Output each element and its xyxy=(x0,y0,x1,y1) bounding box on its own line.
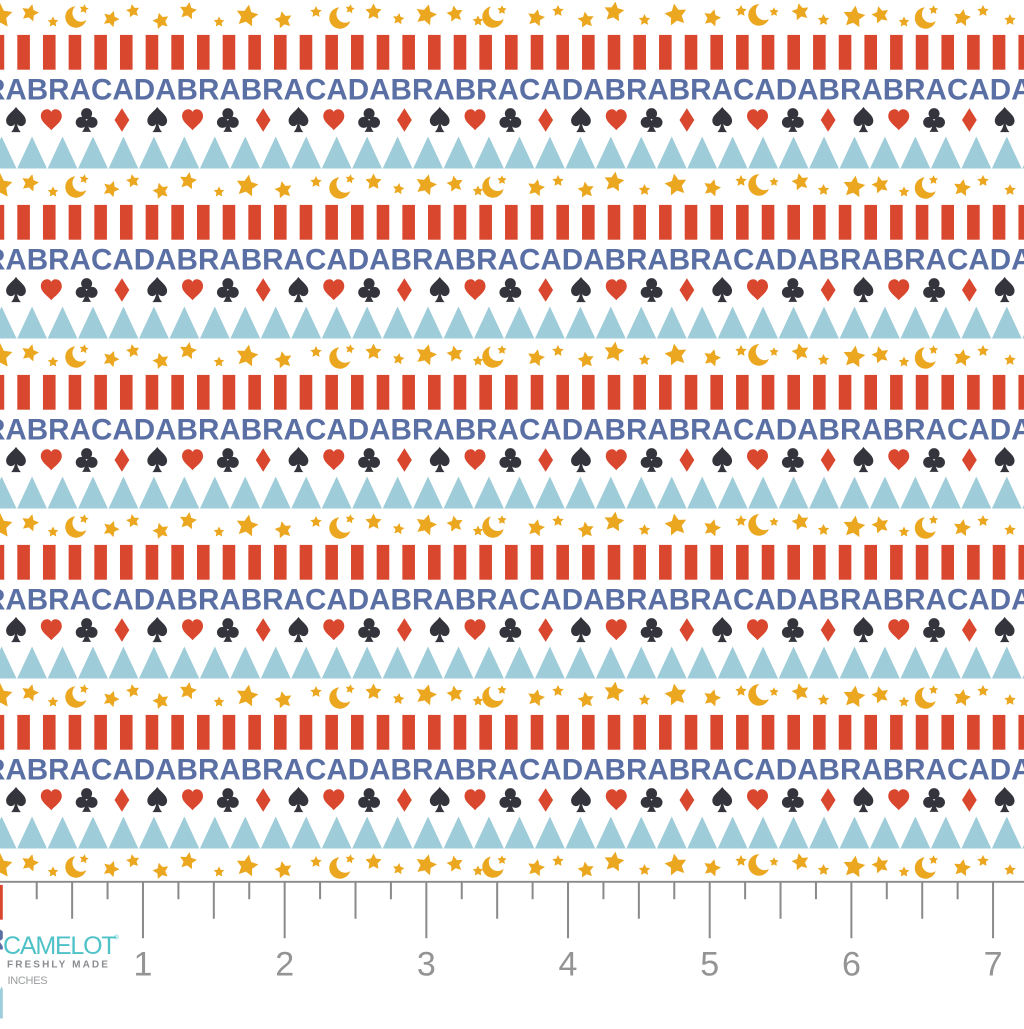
svg-text:CAMELOT: CAMELOT xyxy=(3,932,116,960)
svg-text:7: 7 xyxy=(984,946,1003,984)
svg-text:2: 2 xyxy=(275,946,294,984)
svg-text:4: 4 xyxy=(559,946,578,984)
svg-text:5: 5 xyxy=(700,946,719,984)
svg-text:INCHES: INCHES xyxy=(8,975,48,987)
svg-text:1: 1 xyxy=(134,946,153,984)
svg-text:3: 3 xyxy=(417,946,436,984)
svg-text:6: 6 xyxy=(842,946,861,984)
svg-text:®: ® xyxy=(114,934,119,942)
svg-text:FRESHLY MADE: FRESHLY MADE xyxy=(7,960,110,971)
